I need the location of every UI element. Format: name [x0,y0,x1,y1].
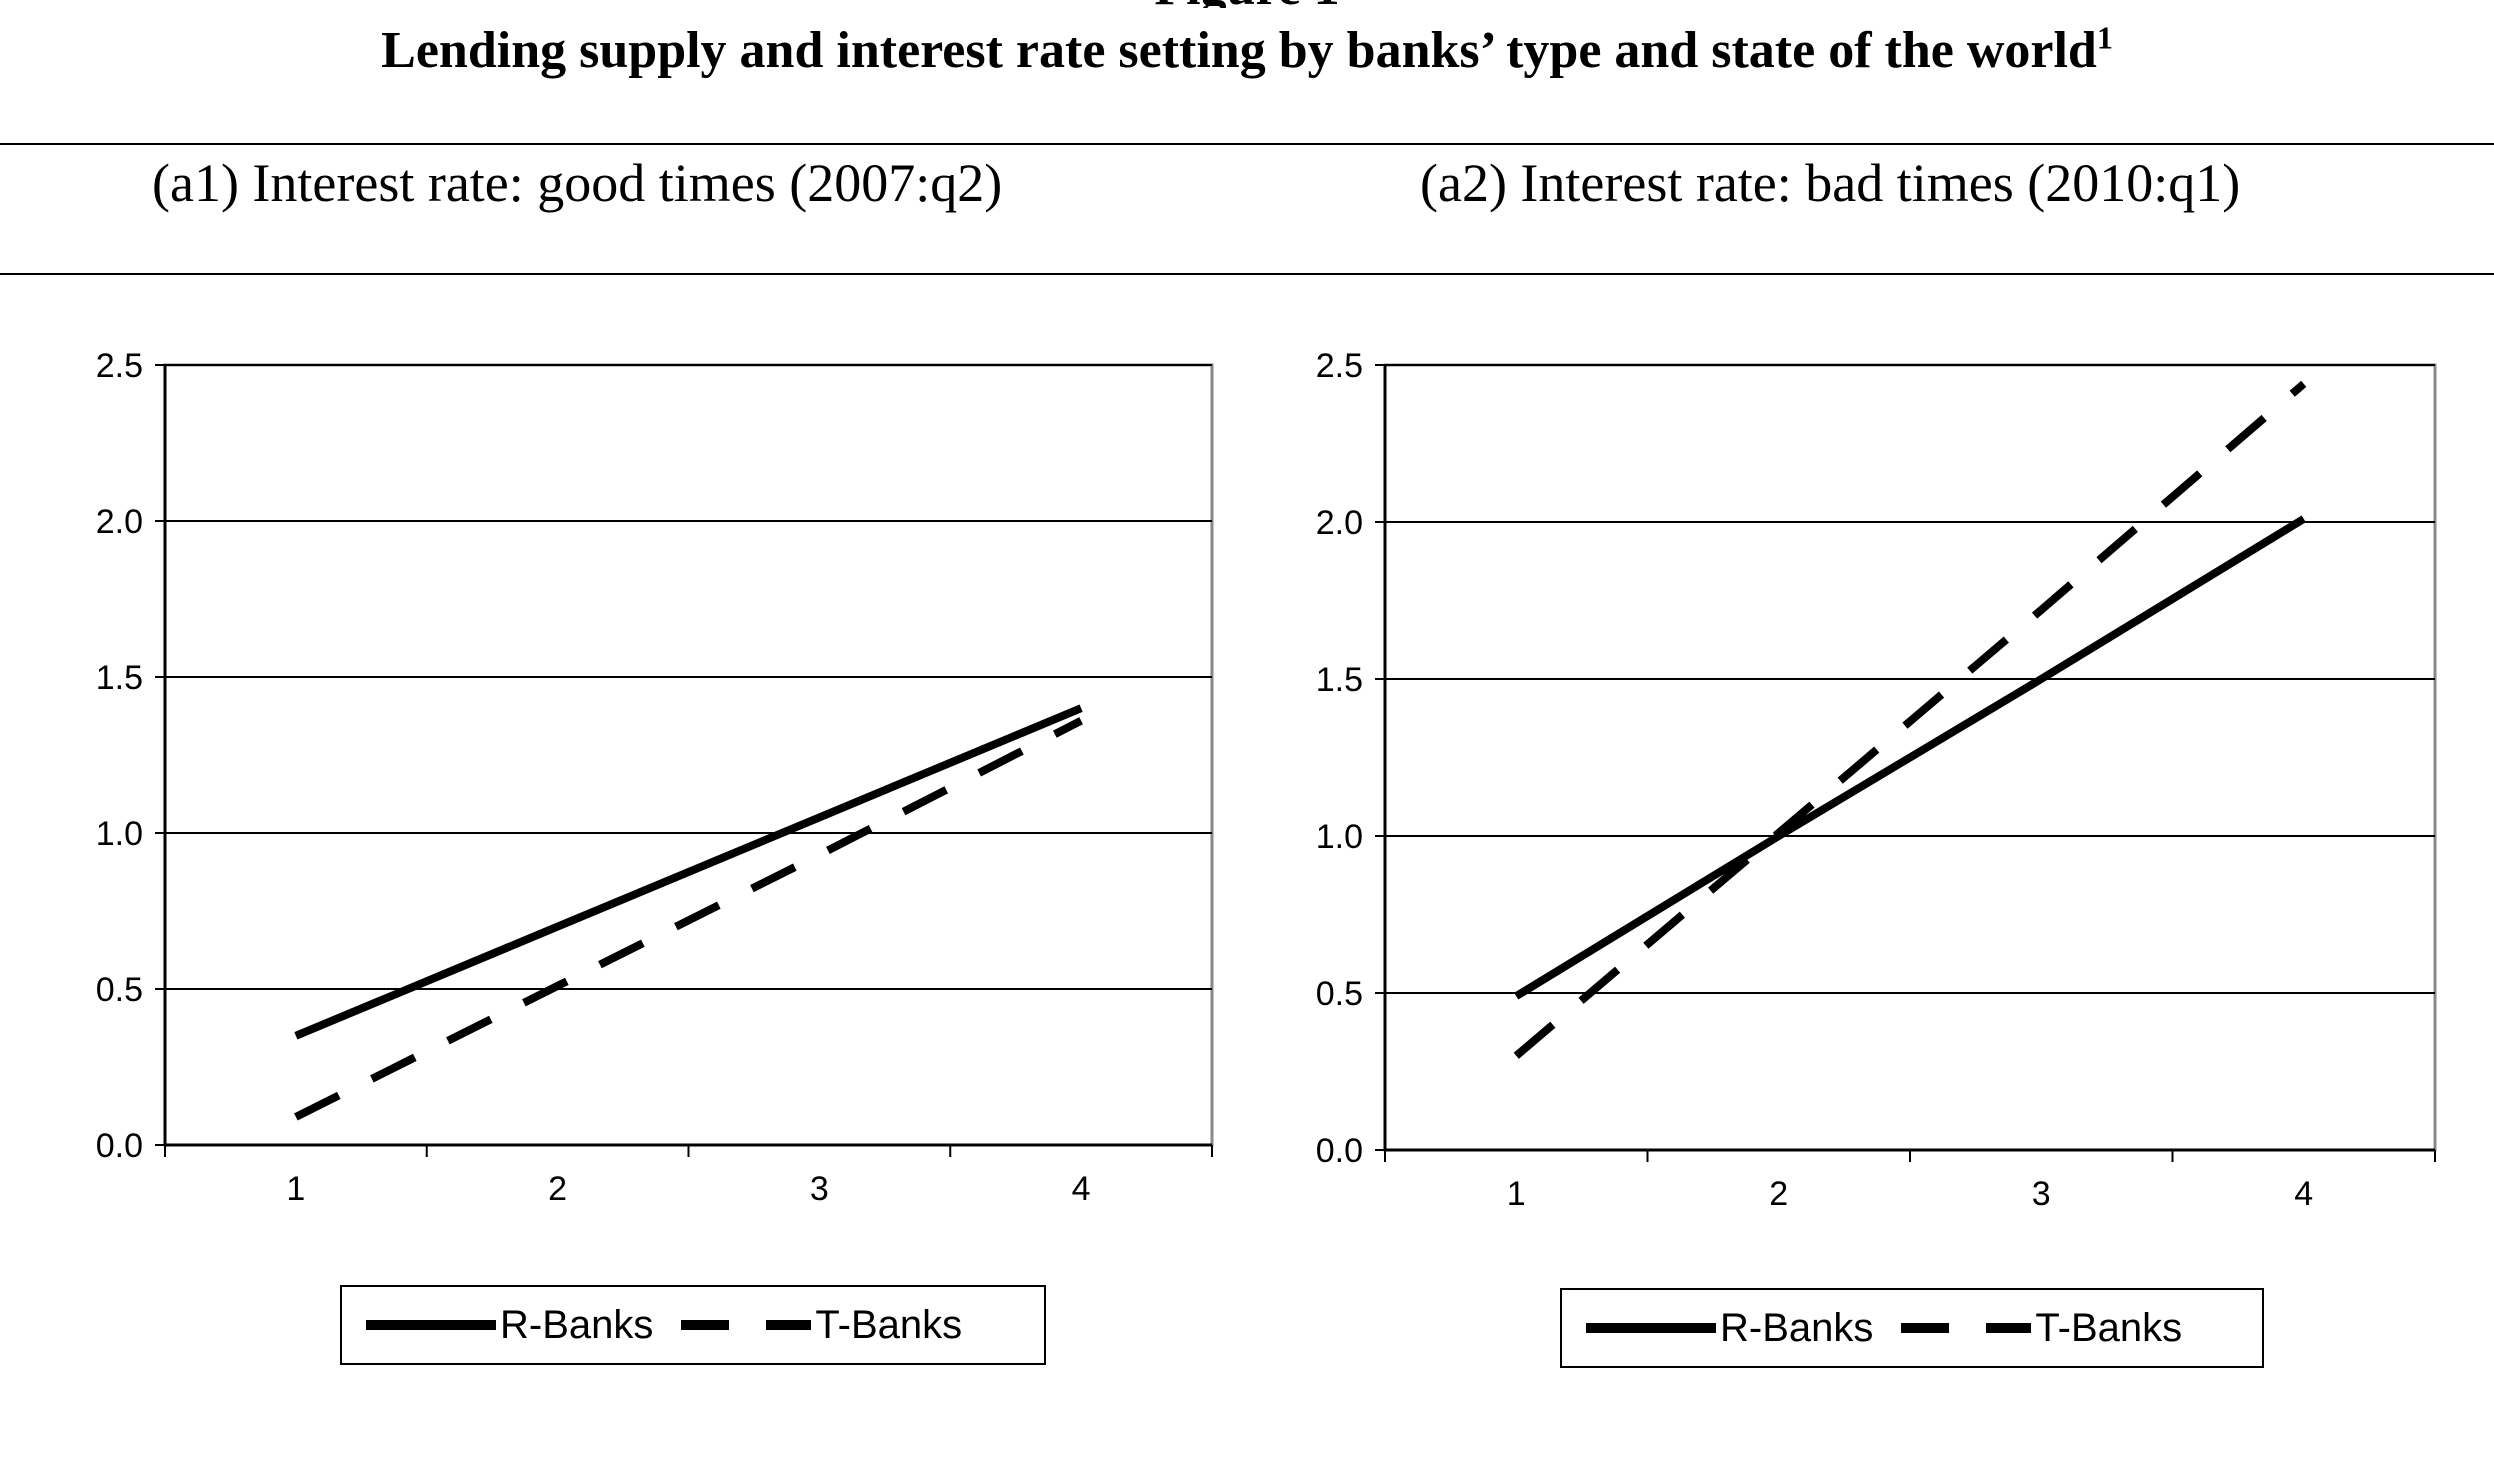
top-rule [0,143,2494,145]
legend-swatch-dashed [1901,1323,2032,1333]
panel-title-a1: (a1) Interest rate: good times (2007:q2) [152,153,1003,213]
chart-a1: 0.0 0.5 1.0 1.5 2.0 2.5 1 2 3 4 [96,347,1214,1208]
y-tick-label: 2.5 [96,347,143,385]
y-tick-label: 0.5 [96,971,143,1009]
x-tick-label: 4 [2294,1175,2313,1213]
series-line-t-banks [1513,380,2307,1059]
legend-item-t-banks: T-Banks [681,1303,962,1348]
legend-a2: R-Banks T-Banks [1560,1288,2264,1368]
x-tick-label: 3 [810,1170,829,1208]
y-tick-label: 2.5 [1316,347,1363,385]
y-tick-label: 1.5 [1316,661,1363,699]
y-tick-label: 2.0 [96,503,143,541]
y-tick-label: 2.0 [1316,504,1363,542]
cut-off-figure-label: Figure 1 [0,0,2494,8]
series-line-r-banks [294,704,1083,1040]
legend-swatch-dashed [681,1320,812,1330]
legend-label-r-banks: R-Banks [1720,1305,1874,1350]
header-bottom-rule [0,273,2494,275]
legend-a1: R-Banks T-Banks [340,1285,1046,1365]
y-tick-label: 0.0 [1316,1132,1363,1170]
legend-label-t-banks: T-Banks [815,1302,963,1347]
x-tick-label: 4 [1072,1170,1091,1208]
x-tick-label: 3 [2032,1175,2051,1213]
y-tick-label: 1.5 [96,659,143,697]
y-tick-label: 1.0 [1316,818,1363,856]
y-tick-label: 0.5 [1316,975,1363,1013]
legend-label-r-banks: R-Banks [500,1302,654,1347]
figure-title-text: Lending supply and interest rate setting… [381,22,2097,79]
figure-title: Lending supply and interest rate setting… [0,18,2494,84]
legend-item-r-banks: R-Banks [1586,1306,1873,1351]
legend-swatch-solid [1586,1323,1716,1333]
x-tick-label: 2 [548,1170,567,1208]
legend-item-r-banks: R-Banks [366,1303,653,1348]
title-footnote-marker: 1 [2096,19,2113,56]
y-tick-label: 1.0 [96,815,143,853]
x-tick-label: 1 [1507,1175,1526,1213]
chart-a2: 0.0 0.5 1.0 1.5 2.0 2.5 1 2 3 4 [1316,347,2437,1213]
series-line-t-banks [294,717,1083,1121]
legend-swatch-solid [366,1320,496,1330]
series-line-r-banks [1514,515,2306,1000]
x-tick-label: 2 [1769,1175,1788,1213]
panel-title-a2: (a2) Interest rate: bad times (2010:q1) [1420,153,2241,213]
x-tick-label: 1 [286,1170,305,1208]
y-tick-label: 0.0 [96,1127,143,1165]
legend-item-t-banks: T-Banks [1901,1306,2182,1351]
legend-label-t-banks: T-Banks [2035,1305,2183,1350]
